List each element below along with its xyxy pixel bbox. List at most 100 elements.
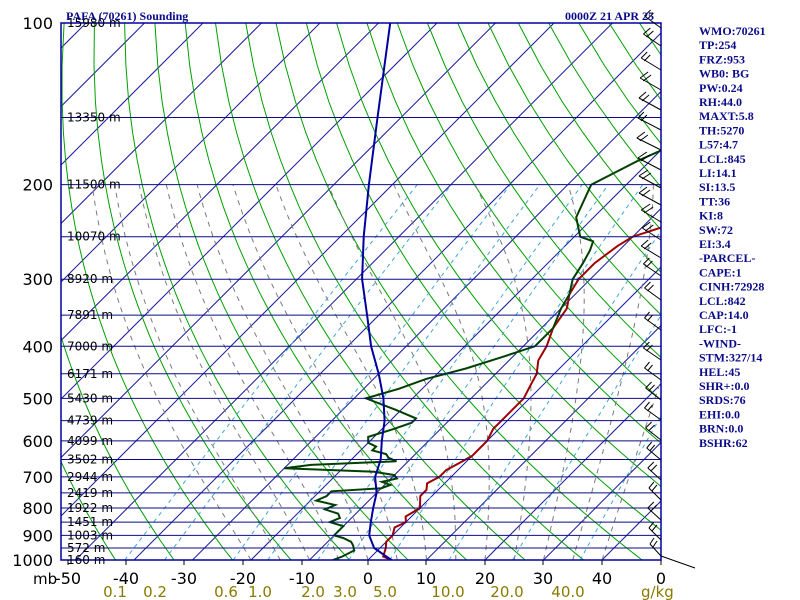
wind-barb-staff bbox=[644, 367, 662, 381]
wind-barb-flag bbox=[647, 501, 655, 509]
wind-barb-flag bbox=[643, 341, 650, 349]
wind-barb-staff bbox=[648, 527, 662, 541]
stability-index: TT:36 bbox=[699, 194, 730, 208]
temperature-tick-label: -30 bbox=[171, 569, 197, 588]
wind-barb-flag bbox=[647, 284, 654, 292]
stability-index: L57:4.7 bbox=[699, 138, 738, 152]
wind-barb-flag bbox=[647, 364, 653, 372]
chart-time-label: 0000Z 21 APR 25 bbox=[565, 9, 654, 23]
wind-barb-flag bbox=[649, 444, 656, 452]
wind-barb-flag bbox=[640, 239, 649, 247]
dry-adiabat-line bbox=[761, 23, 800, 560]
pressure-tick-label: 300 bbox=[22, 270, 53, 289]
wind-barb-flag bbox=[646, 344, 653, 352]
isotherm-line bbox=[61, 23, 321, 283]
height-label: 160 m bbox=[67, 553, 105, 567]
wind-barb-flag bbox=[643, 242, 652, 250]
mixing-ratio-tick-label: 0.6 bbox=[214, 583, 238, 600]
isotherm-line bbox=[61, 23, 555, 517]
height-label: 11500 m bbox=[67, 178, 121, 192]
wind-barb-staff bbox=[643, 33, 662, 47]
stability-index: HEL:45 bbox=[699, 365, 740, 379]
wind-barb-flag bbox=[649, 537, 655, 545]
isotherm-line bbox=[309, 207, 661, 560]
stability-index: FRZ:953 bbox=[699, 52, 745, 66]
height-label: 6171 m bbox=[67, 367, 113, 381]
stability-index: TP:254 bbox=[699, 38, 736, 52]
height-label: 1922 m bbox=[67, 501, 113, 515]
stability-index: BRN:0.0 bbox=[699, 422, 743, 436]
isotherm-line bbox=[61, 23, 204, 166]
temperature-tick-label: 0 bbox=[363, 569, 373, 588]
wind-barb-flag bbox=[644, 401, 650, 409]
isotherm-line bbox=[61, 23, 496, 459]
wind-barb-flag bbox=[641, 94, 650, 102]
wind-barb-flag bbox=[652, 540, 658, 548]
wind-barb-flag bbox=[644, 281, 651, 289]
wind-barb-flag bbox=[648, 384, 655, 392]
wind-barb-flag bbox=[645, 421, 652, 429]
isotherm-line bbox=[426, 324, 661, 560]
temperature-tick-label: -40 bbox=[113, 569, 139, 588]
wind-barb-flag bbox=[637, 111, 645, 119]
stability-index: LFC:-1 bbox=[699, 322, 737, 336]
chart-title: PAFA (70261) Sounding bbox=[66, 9, 188, 23]
wind-barb-flag bbox=[644, 311, 650, 319]
wind-barb-flag bbox=[651, 484, 658, 492]
pressure-tick-label: 700 bbox=[22, 468, 53, 487]
wind-barb-flag bbox=[647, 461, 655, 469]
stability-index: SRDS:76 bbox=[699, 393, 746, 407]
pressure-tick-label: 1000 bbox=[12, 551, 53, 570]
wind-barb-flag bbox=[651, 524, 658, 532]
stability-index: STM:327/14 bbox=[699, 351, 762, 365]
temperature-tick-label: -10 bbox=[289, 569, 315, 588]
temperature-tick-label: -50 bbox=[55, 569, 81, 588]
wind-barb-staff bbox=[644, 287, 662, 301]
stability-index: LCL:842 bbox=[699, 294, 746, 308]
dewpoint-profile-line bbox=[284, 149, 661, 560]
temperature-tick-label: 40 bbox=[592, 569, 612, 588]
wind-barb-flag bbox=[650, 464, 658, 472]
height-label: 15980 m bbox=[67, 16, 121, 30]
mixing-ratio-tick-label: 40.0 bbox=[551, 583, 584, 600]
height-label: 572 m bbox=[67, 541, 105, 555]
wind-barb-flag bbox=[648, 481, 655, 489]
stability-index: -PARCEL- bbox=[699, 251, 755, 265]
mixing-ratio-tick-label: 0.2 bbox=[143, 583, 167, 600]
wind-barb-staff bbox=[643, 263, 662, 277]
wind-barb-flag bbox=[636, 131, 646, 139]
stability-index: KI:8 bbox=[699, 209, 723, 223]
height-label: 1003 m bbox=[67, 528, 113, 542]
wind-barb-staff bbox=[644, 407, 662, 421]
moist-adiabat-line bbox=[232, 184, 398, 560]
stability-index: LI:14.1 bbox=[699, 166, 737, 180]
moist-adiabat-line bbox=[114, 184, 281, 560]
wind-barb-flag bbox=[643, 27, 651, 35]
moist-adiabat-line bbox=[138, 184, 310, 560]
isotherm-line bbox=[61, 23, 262, 225]
wind-barb-staff bbox=[644, 317, 662, 331]
height-label: 1451 m bbox=[67, 515, 113, 529]
wind-barb-flag bbox=[644, 224, 654, 232]
dry-adiabat-line bbox=[791, 23, 800, 560]
height-label: 3502 m bbox=[67, 453, 113, 467]
wind-barb-flag bbox=[646, 260, 653, 268]
wind-barb-staff bbox=[646, 447, 662, 461]
stability-index: RH:44.0 bbox=[699, 95, 742, 109]
wind-barb-flag bbox=[644, 9, 651, 17]
isotherm-line bbox=[484, 383, 661, 560]
wind-barb-flag bbox=[648, 424, 655, 432]
wind-barb-staff bbox=[647, 507, 662, 521]
pressure-tick-label: 100 bbox=[22, 14, 53, 33]
temperature-tick-label: 30 bbox=[533, 569, 553, 588]
mixing-ratio-tick-label: 1.0 bbox=[248, 583, 272, 600]
wind-barb-staff bbox=[647, 467, 662, 481]
wind-barb-flag bbox=[647, 12, 654, 20]
stability-index: SHR+:0.0 bbox=[699, 379, 750, 393]
stability-index: TH:5270 bbox=[699, 123, 744, 137]
wind-barb-flag bbox=[638, 169, 649, 177]
wind-barb-flag bbox=[643, 257, 650, 265]
stability-index: BSHR:62 bbox=[699, 436, 748, 450]
